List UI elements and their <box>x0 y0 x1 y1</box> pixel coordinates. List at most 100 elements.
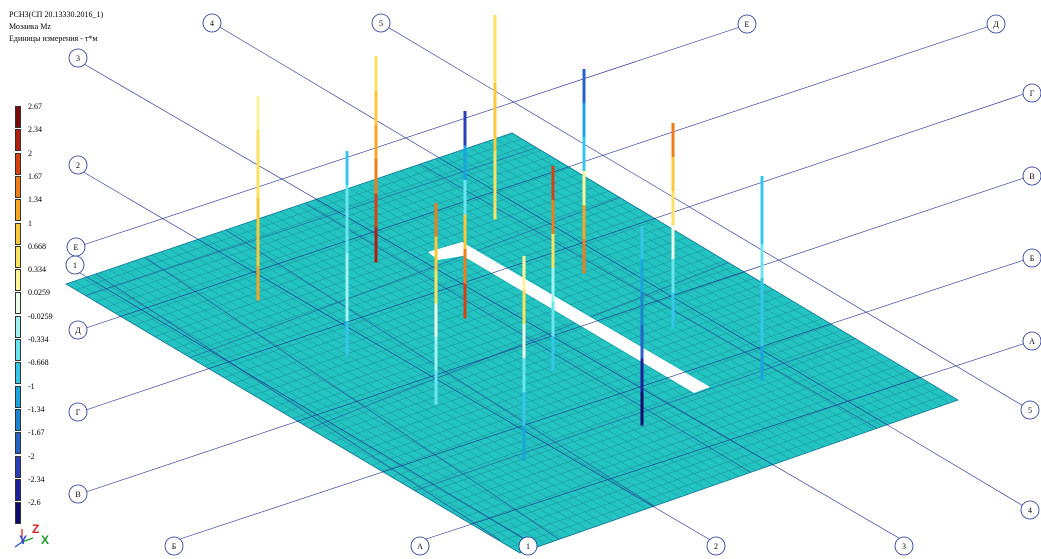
column-result-bar[interactable] <box>582 69 586 274</box>
grid-axis-label: Д <box>75 326 81 335</box>
legend-value: -2.6 <box>28 498 41 508</box>
column-result-bar[interactable] <box>434 203 438 405</box>
legend-swatch <box>15 478 21 501</box>
grid-axis-label: 3 <box>76 54 80 63</box>
grid-axis-label: 4 <box>210 19 214 28</box>
column-result-bar[interactable] <box>256 96 260 301</box>
grid-axis-marker[interactable]: Д <box>986 14 1006 34</box>
legend-value: -0.334 <box>28 335 49 344</box>
grid-axis-label: Г <box>1030 89 1035 98</box>
grid-axis-marker[interactable]: Б <box>164 536 184 556</box>
grid-axis-label: Е <box>74 243 79 252</box>
legend-swatch <box>15 408 21 431</box>
grid-axis-marker[interactable]: Г <box>1022 83 1041 103</box>
grid-axis-label: 5 <box>379 19 383 28</box>
grid-axis-label: 4 <box>1028 506 1032 515</box>
legend-value: -1 <box>28 381 35 391</box>
grid-axis-marker[interactable]: Е <box>66 237 86 257</box>
grid-axis-label: 3 <box>902 542 906 551</box>
legend-value: 2 <box>28 148 32 158</box>
grid-axis-marker[interactable]: 2 <box>706 536 726 556</box>
grid-axis-marker[interactable]: Г <box>68 402 88 422</box>
column-result-bar[interactable] <box>551 166 555 371</box>
units-label: Единицы измерения - т*м <box>9 34 98 43</box>
grid-axis-label: 1 <box>526 542 530 551</box>
legend-value: 2.67 <box>28 102 42 111</box>
column-result-bar[interactable] <box>522 256 526 461</box>
legend-value: 1.67 <box>28 171 42 181</box>
legend-value: -0.668 <box>28 358 49 368</box>
column-result-bar[interactable] <box>345 151 349 356</box>
legend-swatch <box>15 432 21 455</box>
column-result-bar[interactable] <box>374 56 378 263</box>
result-header: РСН3(СП 20.13330.2016_1) Мозаика Mz Един… <box>9 9 103 45</box>
grid-axis-markers: 1 1 2 2 3 3 4 4 5 5 Е Е Д Д Г Г В В Б Б А А <box>65 13 1041 556</box>
legend-value: 2.34 <box>28 125 42 135</box>
legend-swatch <box>15 222 21 245</box>
grid-axis-label: 2 <box>76 161 80 170</box>
legend-value: -2.34 <box>28 474 45 484</box>
grid-axis-label: В <box>75 490 80 499</box>
grid-axis-marker[interactable]: 1 <box>65 255 85 275</box>
grid-axis-label: 1 <box>73 261 77 270</box>
axis-y-label: Y <box>19 533 28 547</box>
grid-axis-lines <box>74 22 1033 542</box>
grid-axis-label: А <box>417 542 423 551</box>
grid-axis-marker[interactable]: В <box>1022 166 1041 186</box>
legend-swatch <box>15 129 21 152</box>
grid-axis-marker[interactable]: 5 <box>371 13 391 33</box>
column-result-bar[interactable] <box>640 226 644 426</box>
legend-swatch <box>15 245 21 268</box>
axis-triad: Z X Y <box>6 520 50 550</box>
grid-axis-marker[interactable]: 1 <box>518 536 538 556</box>
grid-axis-marker[interactable]: А <box>410 536 430 556</box>
legend-swatch <box>15 455 21 478</box>
legend-swatch <box>15 315 21 338</box>
mosaic-title: Мозаика Mz <box>9 22 51 31</box>
grid-axis-label: Г <box>76 408 81 417</box>
grid-axis-marker[interactable]: Е <box>737 14 757 34</box>
grid-axis-label: Б <box>172 542 177 551</box>
legend-value: 0.668 <box>28 241 46 251</box>
grid-axis-label: 5 <box>1028 406 1032 415</box>
column-result-bar[interactable] <box>463 111 467 319</box>
grid-axis-label: В <box>1029 172 1034 181</box>
legend-value: -1.34 <box>28 404 45 414</box>
column-results <box>256 15 764 461</box>
grid-axis-marker[interactable]: А <box>1022 331 1041 351</box>
grid-axis-marker[interactable]: В <box>68 484 88 504</box>
grid-axis-marker[interactable]: 5 <box>1020 400 1040 420</box>
grid-axis-marker[interactable]: 3 <box>894 536 914 556</box>
grid-axis-marker[interactable]: Б <box>1022 248 1041 268</box>
legend-swatch <box>15 269 21 292</box>
legend-value: 0.334 <box>28 265 46 275</box>
grid-axis-label: Д <box>993 20 999 29</box>
color-scale-legend: 2.67 2.34 2 1.67 1.34 1 0.668 0.334 0.0259 -0.025… <box>0 0 60 525</box>
grid-axis-marker[interactable]: 2 <box>68 155 88 175</box>
grid-axis-label: Е <box>745 20 750 29</box>
column-result-bar[interactable] <box>671 123 675 328</box>
legend-swatch <box>15 199 21 222</box>
legend-swatch <box>15 502 21 525</box>
legend-swatch <box>15 175 21 198</box>
axis-x-label: X <box>41 533 50 547</box>
legend-swatch <box>15 385 21 408</box>
grid-axis-marker[interactable]: Д <box>68 320 88 340</box>
grid-axis-label: Б <box>1030 254 1035 263</box>
column-result-bar[interactable] <box>760 176 764 381</box>
grid-axis-label: А <box>1029 337 1035 346</box>
grid-axis-marker[interactable]: 4 <box>1020 500 1040 520</box>
grid-axis-marker[interactable]: 3 <box>68 48 88 68</box>
legend-swatch <box>15 152 21 175</box>
legend-value: 1 <box>28 218 32 228</box>
legend-value: 1.34 <box>28 195 42 205</box>
column-result-bar[interactable] <box>493 15 497 220</box>
slab-opening <box>428 242 710 393</box>
legend-value: 0.0259 <box>28 288 50 298</box>
axis-z-label: Z <box>32 522 40 536</box>
legend-swatch <box>15 339 21 361</box>
grid-axis-marker[interactable]: 4 <box>202 13 222 33</box>
legend-swatch <box>15 292 21 315</box>
legend-value: -0.0259 <box>28 311 53 321</box>
